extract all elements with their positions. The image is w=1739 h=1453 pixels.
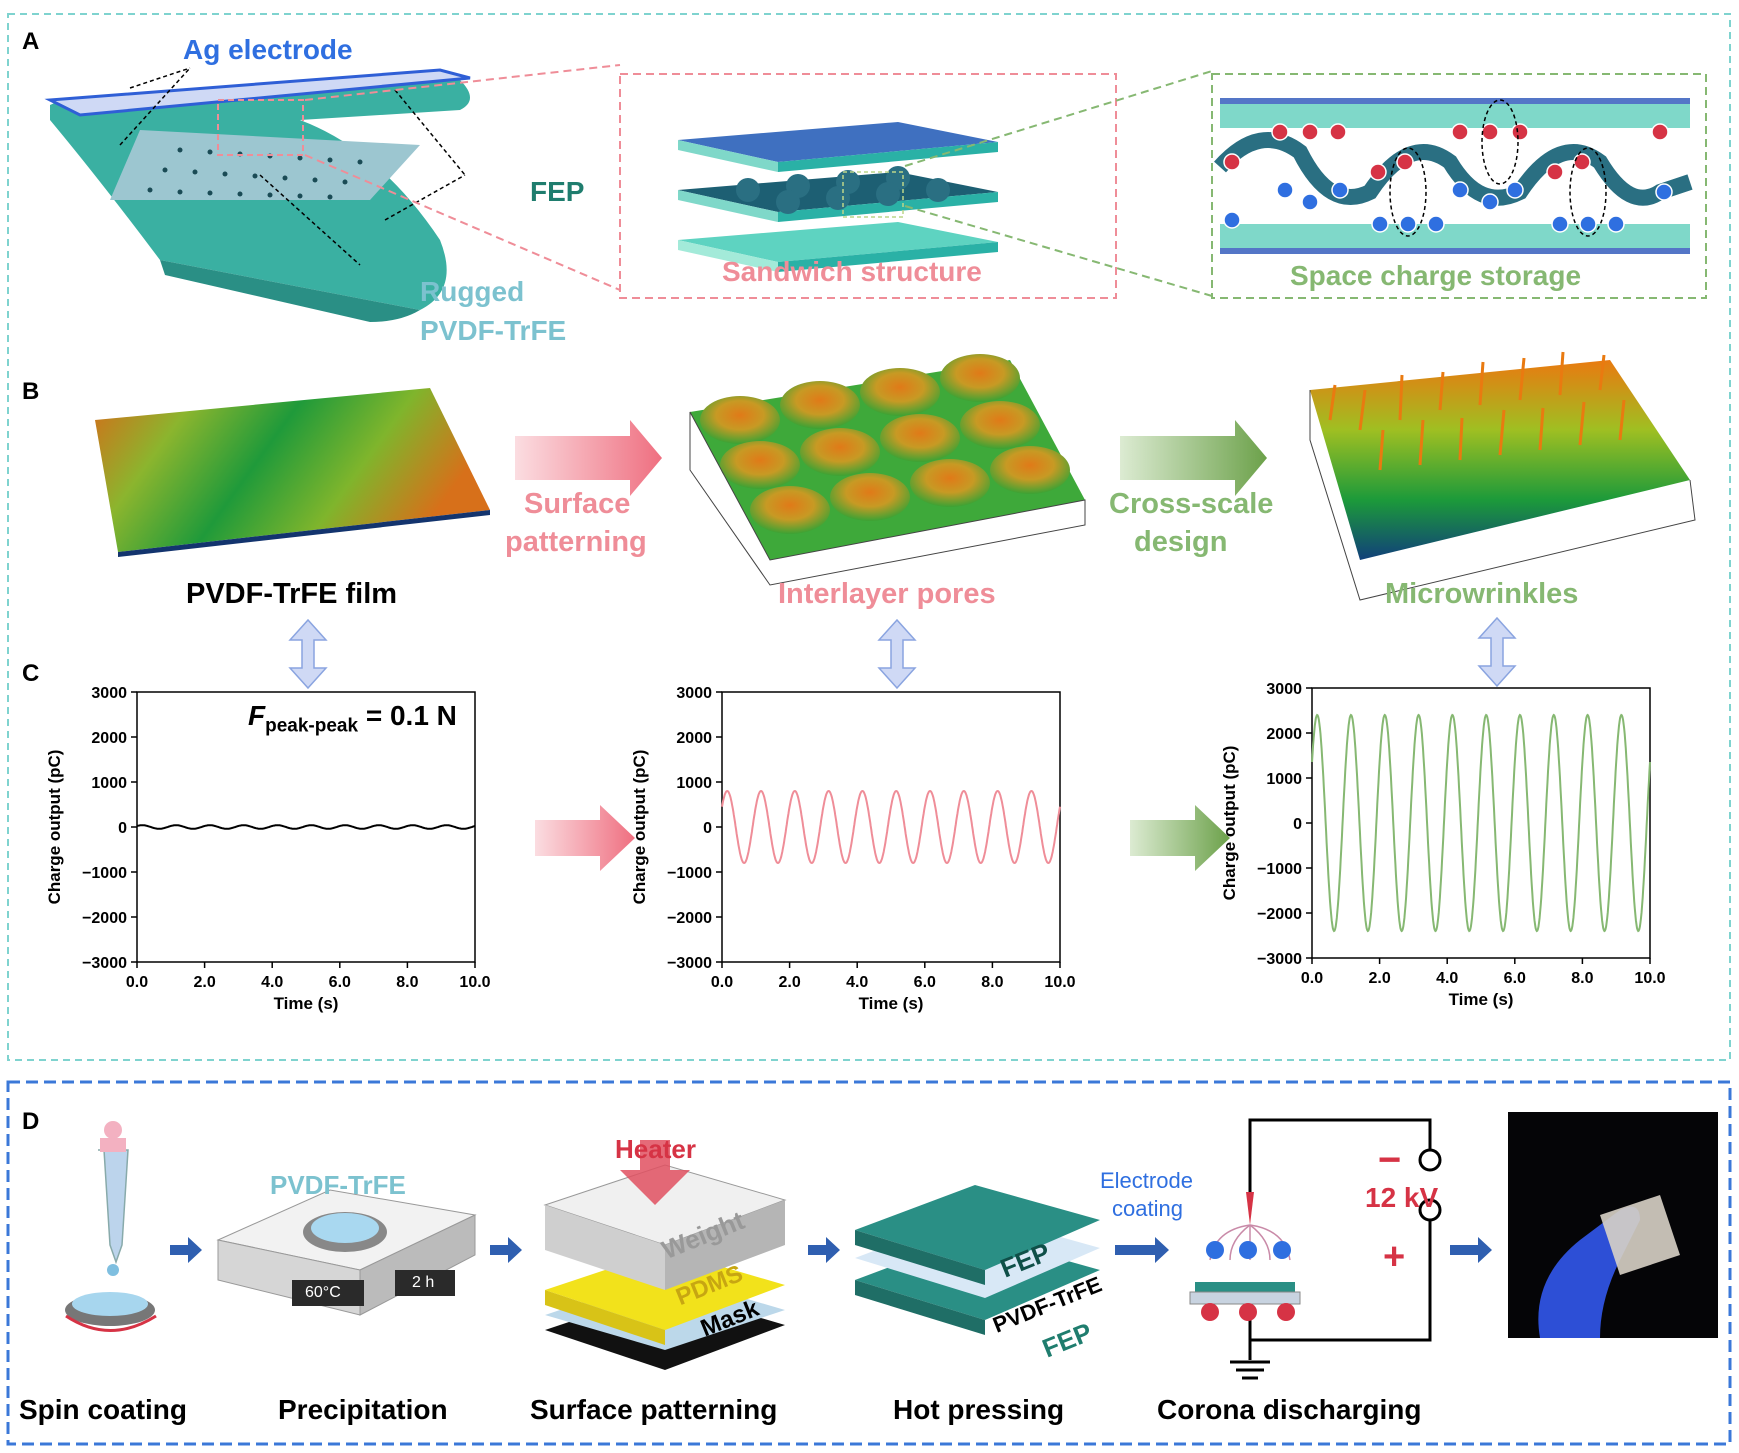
y-tick-label: −2000 bbox=[667, 910, 712, 927]
plot-frame bbox=[721, 691, 1061, 963]
y-tick-label: 1000 bbox=[91, 775, 127, 792]
interlayer-pores-label: Interlayer pores bbox=[778, 578, 996, 610]
y-axis-label: Charge output (pC) bbox=[1220, 746, 1239, 901]
y-tick-label: −2000 bbox=[82, 910, 127, 927]
y-tick-label: −3000 bbox=[667, 955, 712, 972]
charge-output-chart-wrinkles: 3000 2000 1000 0 −1000 −2000 −3000 0.0 2.0 4.0 6.0… bbox=[1220, 681, 1666, 1009]
y-tick-label: −1000 bbox=[82, 865, 127, 882]
x-axis-label: Time (s) bbox=[274, 994, 339, 1013]
step-surface-patterning: Surface patterning bbox=[530, 1394, 778, 1425]
y-tick-label: 1000 bbox=[1266, 771, 1302, 788]
cross-scale-label-1: Cross-scale bbox=[1109, 488, 1274, 520]
x-tick-label: 10.0 bbox=[459, 974, 490, 991]
y-tick-label: 3000 bbox=[676, 685, 712, 702]
y-tick-label: 2000 bbox=[91, 730, 127, 747]
y-tick-label: 2000 bbox=[1266, 726, 1302, 743]
x-tick-label: 0.0 bbox=[126, 974, 148, 991]
y-tick-label: 0 bbox=[703, 820, 712, 837]
electrode-coating-label-1: Electrode bbox=[1100, 1168, 1193, 1193]
fep-label: FEP bbox=[530, 176, 585, 207]
ag-electrode-label: Ag electrode bbox=[183, 34, 353, 65]
pvdf-label: PVDF-TrFE bbox=[420, 315, 567, 346]
y-tick-label: 0 bbox=[1293, 816, 1302, 833]
force-symbol: F bbox=[248, 700, 266, 731]
y-tick-label: 3000 bbox=[1266, 681, 1302, 698]
panel-letter-d: D bbox=[22, 1108, 40, 1135]
charge-output-chart-pores: 3000 2000 1000 0 −1000 −2000 −3000 0.0 2.0 4.0 6.0… bbox=[630, 685, 1076, 1013]
y-tick-label: −2000 bbox=[1257, 906, 1302, 923]
panel-letter-a: A bbox=[22, 28, 40, 55]
microwrinkles-label: Microwrinkles bbox=[1385, 578, 1579, 610]
y-tick-label: −3000 bbox=[82, 955, 127, 972]
electrode-coating-label-2: coating bbox=[1112, 1196, 1183, 1221]
sandwich-structure-box bbox=[619, 73, 1117, 299]
x-tick-label: 6.0 bbox=[1504, 970, 1526, 987]
x-tick-label: 10.0 bbox=[1634, 970, 1665, 987]
x-tick-label: 6.0 bbox=[329, 974, 351, 991]
force-value: = 0.1 N bbox=[365, 700, 457, 731]
surface-patterning-label-1: Surface bbox=[524, 488, 631, 520]
surface-patterning-label-2: patterning bbox=[505, 526, 647, 558]
x-tick-label: 8.0 bbox=[396, 974, 418, 991]
plot-frame bbox=[1311, 687, 1651, 959]
space-charge-storage-box bbox=[1211, 73, 1707, 299]
x-tick-label: 4.0 bbox=[1436, 970, 1458, 987]
plus-sign: + bbox=[1383, 1236, 1406, 1278]
series-line bbox=[1311, 713, 1651, 933]
zoom-connector-pink bbox=[304, 64, 621, 291]
x-tick-label: 4.0 bbox=[846, 974, 868, 991]
panel-letter-b: B bbox=[22, 378, 40, 405]
x-tick-label: 6.0 bbox=[914, 974, 936, 991]
pvdf-film-label: PVDF-TrFE film bbox=[186, 578, 398, 610]
heater-label: Heater bbox=[615, 1134, 696, 1164]
y-tick-label: 2000 bbox=[676, 730, 712, 747]
voltage-label: 12 kV bbox=[1365, 1182, 1439, 1213]
green-arrow-c bbox=[1130, 805, 1230, 871]
space-charge-label: Space charge storage bbox=[1290, 260, 1582, 291]
x-tick-label: 10.0 bbox=[1044, 974, 1075, 991]
charge-output-chart-flat: 3000 2000 1000 0 −1000 −2000 −3000 0.0 2.0 4.0 6.0… bbox=[45, 685, 491, 1013]
step-corona-discharging: Corona discharging bbox=[1157, 1394, 1422, 1425]
x-tick-label: 2.0 bbox=[1368, 970, 1390, 987]
y-axis-label: Charge output (pC) bbox=[630, 750, 649, 905]
x-tick-label: 0.0 bbox=[1301, 970, 1323, 987]
minus-sign: − bbox=[1378, 1138, 1402, 1182]
force-subscript: peak-peak bbox=[265, 715, 359, 737]
y-tick-label: 0 bbox=[118, 820, 127, 837]
step-hot-pressing: Hot pressing bbox=[893, 1394, 1065, 1425]
panel-letter-c: C bbox=[22, 660, 40, 687]
y-axis-label: Charge output (pC) bbox=[45, 750, 64, 905]
pvdf-precip-label: PVDF-TrFE bbox=[270, 1170, 406, 1200]
y-tick-label: 1000 bbox=[676, 775, 712, 792]
y-tick-label: −1000 bbox=[667, 865, 712, 882]
x-tick-label: 0.0 bbox=[711, 974, 733, 991]
temp-display: 60°C bbox=[305, 1284, 341, 1301]
series-line bbox=[721, 789, 1061, 865]
cross-scale-label-2: design bbox=[1134, 526, 1228, 558]
zoom-connector-green bbox=[904, 70, 1213, 297]
step-spin-coating: Spin coating bbox=[19, 1394, 187, 1425]
sandwich-structure-label: Sandwich structure bbox=[722, 256, 982, 287]
step-precipitation: Precipitation bbox=[278, 1394, 448, 1425]
x-tick-label: 8.0 bbox=[981, 974, 1003, 991]
x-axis-label: Time (s) bbox=[1449, 990, 1514, 1009]
force-annotation: Fpeak-peak = 0.1 N bbox=[248, 700, 457, 738]
x-axis-label: Time (s) bbox=[859, 994, 924, 1013]
y-tick-label: 3000 bbox=[91, 685, 127, 702]
y-tick-label: −3000 bbox=[1257, 951, 1302, 968]
series-line bbox=[136, 824, 476, 830]
y-tick-label: −1000 bbox=[1257, 861, 1302, 878]
rugged-label: Rugged bbox=[420, 276, 525, 307]
x-tick-label: 2.0 bbox=[193, 974, 215, 991]
x-tick-label: 8.0 bbox=[1571, 970, 1593, 987]
x-tick-label: 4.0 bbox=[261, 974, 283, 991]
time-display: 2 h bbox=[412, 1274, 435, 1291]
pink-arrow-c bbox=[535, 805, 635, 871]
flexible-sensor-illustration bbox=[44, 67, 471, 322]
x-tick-label: 2.0 bbox=[778, 974, 800, 991]
